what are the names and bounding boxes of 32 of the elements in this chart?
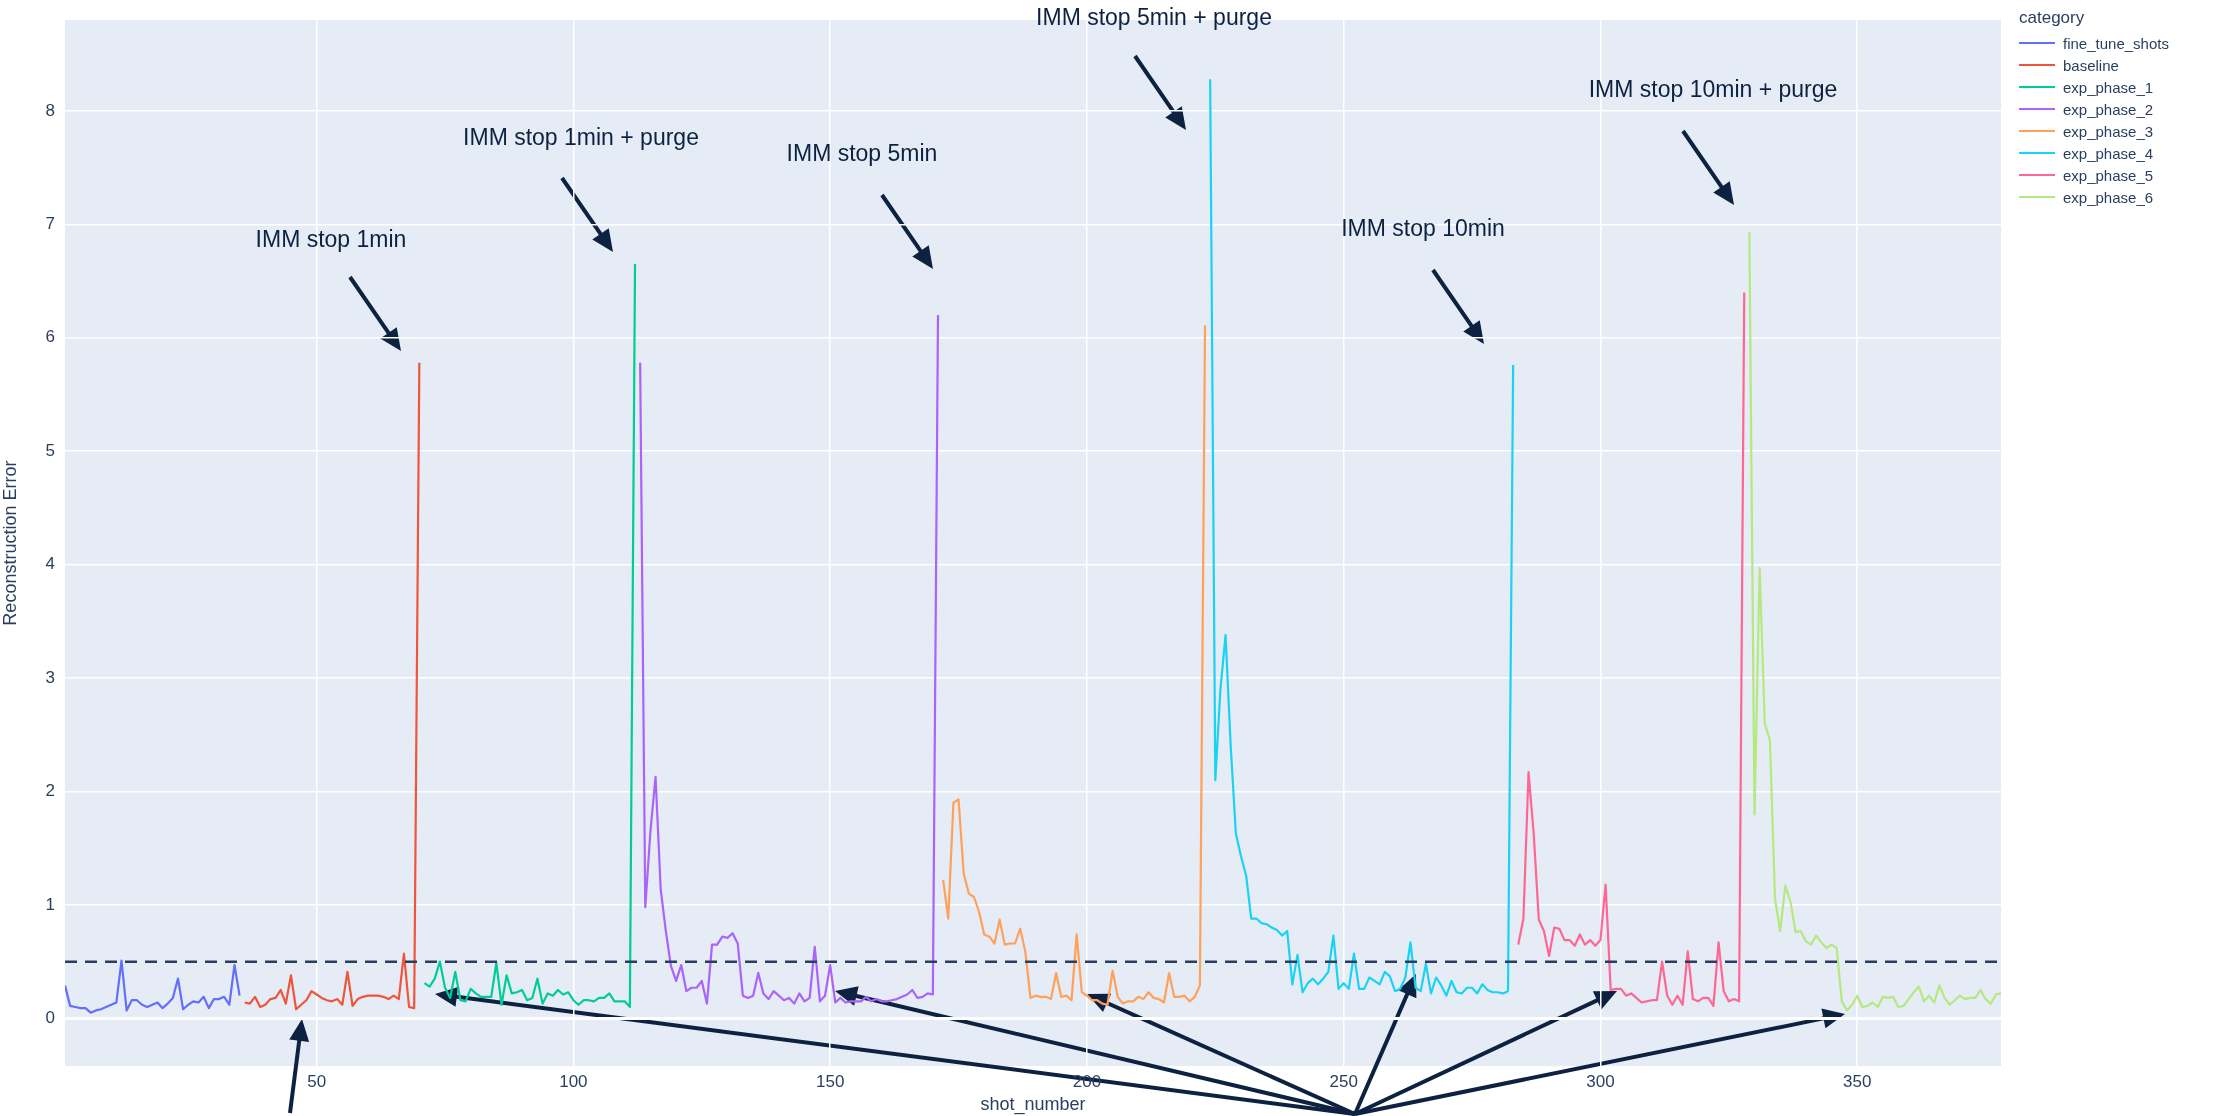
- annotation: IMM stop 1min: [255, 226, 407, 252]
- legend-label: exp_phase_5: [2063, 166, 2154, 184]
- x-tick-label: 350: [1843, 1071, 1872, 1091]
- y-tick-label: 7: [45, 214, 55, 234]
- annotation: IMM stop 5min: [786, 140, 938, 166]
- y-tick-label: 3: [45, 667, 55, 687]
- legend-label: exp_phase_1: [2063, 78, 2154, 96]
- y-tick-label: 2: [45, 781, 55, 801]
- annotation: IMM stop 5min + purge: [1036, 4, 1272, 30]
- x-tick-label: 250: [1329, 1071, 1358, 1091]
- x-tick-label: 150: [815, 1071, 845, 1091]
- y-axis-title: Reconstruction Error: [0, 460, 20, 626]
- legend-title: category: [2019, 8, 2086, 28]
- legend-label: baseline: [2063, 56, 2119, 74]
- legend-label: exp_phase_3: [2063, 122, 2154, 140]
- legend-label: exp_phase_2: [2063, 100, 2154, 118]
- y-tick-label: 1: [45, 894, 55, 914]
- x-axis-title: shot_number: [980, 1094, 1086, 1116]
- y-tick-label: 6: [45, 327, 55, 347]
- y-tick-label: 0: [45, 1008, 55, 1028]
- annotation: IMM stop 1min + purge: [463, 124, 699, 150]
- y-tick-label: 5: [45, 440, 55, 460]
- legend-label: fine_tune_shots: [2063, 34, 2169, 52]
- y-tick-label: 4: [45, 554, 55, 574]
- y-tick-label: 8: [45, 100, 55, 120]
- x-tick-label: 50: [307, 1071, 327, 1091]
- x-tick-label: 300: [1586, 1071, 1615, 1091]
- x-tick-label: 100: [559, 1071, 588, 1091]
- annotation: IMM stop 10min + purge: [1588, 76, 1838, 102]
- annotation: IMM stop 10min: [1341, 215, 1505, 241]
- legend-label: exp_phase_4: [2063, 144, 2154, 162]
- legend-label: exp_phase_6: [2063, 188, 2154, 206]
